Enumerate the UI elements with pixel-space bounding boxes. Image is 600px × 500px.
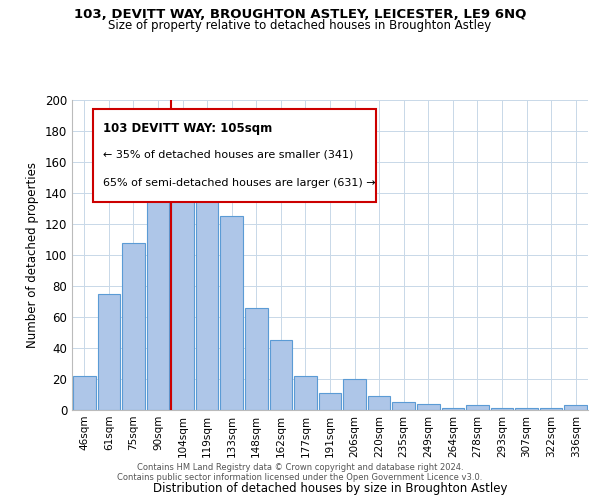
- Bar: [220, 216, 243, 410]
- Text: 103 DEVITT WAY: 105sqm: 103 DEVITT WAY: 105sqm: [103, 122, 272, 134]
- Bar: [269, 340, 292, 410]
- Bar: [343, 379, 366, 410]
- Y-axis label: Number of detached properties: Number of detached properties: [26, 162, 39, 348]
- Text: 103, DEVITT WAY, BROUGHTON ASTLEY, LEICESTER, LE9 6NQ: 103, DEVITT WAY, BROUGHTON ASTLEY, LEICE…: [74, 8, 526, 20]
- Bar: [565, 406, 587, 410]
- Bar: [392, 402, 415, 410]
- Text: Size of property relative to detached houses in Broughton Astley: Size of property relative to detached ho…: [109, 19, 491, 32]
- Bar: [294, 376, 317, 410]
- Bar: [171, 150, 194, 410]
- Bar: [196, 162, 218, 410]
- Bar: [319, 393, 341, 410]
- Text: 65% of semi-detached houses are larger (631) →: 65% of semi-detached houses are larger (…: [103, 178, 376, 188]
- Text: Contains HM Land Registry data © Crown copyright and database right 2024.: Contains HM Land Registry data © Crown c…: [137, 464, 463, 472]
- Bar: [245, 308, 268, 410]
- Bar: [368, 396, 391, 410]
- Bar: [98, 294, 120, 410]
- Bar: [515, 408, 538, 410]
- Bar: [491, 408, 514, 410]
- Bar: [73, 376, 95, 410]
- Text: Distribution of detached houses by size in Broughton Astley: Distribution of detached houses by size …: [153, 482, 507, 495]
- Bar: [540, 408, 562, 410]
- Bar: [146, 200, 169, 410]
- Bar: [417, 404, 440, 410]
- Bar: [122, 242, 145, 410]
- Text: ← 35% of detached houses are smaller (341): ← 35% of detached houses are smaller (34…: [103, 150, 353, 160]
- Bar: [442, 408, 464, 410]
- FancyBboxPatch shape: [92, 110, 376, 202]
- Bar: [466, 406, 489, 410]
- Text: Contains public sector information licensed under the Open Government Licence v3: Contains public sector information licen…: [118, 474, 482, 482]
